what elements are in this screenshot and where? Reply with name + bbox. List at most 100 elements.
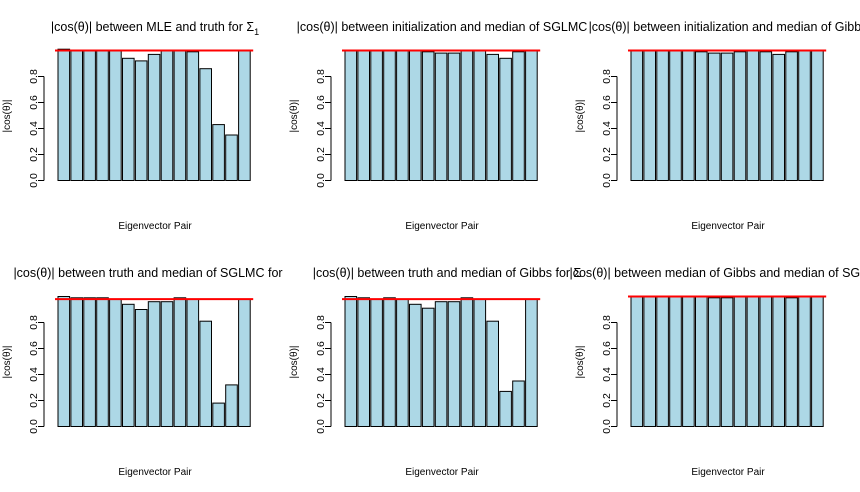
- bar: [785, 51, 798, 181]
- bar: [396, 50, 409, 181]
- bar: [421, 51, 435, 181]
- x-axis-label: Eigenvector Pair: [405, 221, 479, 232]
- y-tick-label: 0.2: [28, 147, 40, 162]
- bar: [409, 50, 422, 181]
- bar: [83, 297, 96, 427]
- y-tick-label: 0.4: [28, 121, 40, 136]
- bar: [669, 296, 682, 427]
- bar: [173, 50, 187, 181]
- bar: [707, 297, 721, 427]
- chart-panel-6: |cos(θ)| between median of Gibbs and med…: [569, 266, 860, 478]
- bar: [525, 298, 538, 427]
- bar: [109, 50, 122, 181]
- bar: [682, 296, 695, 427]
- y-tick-label: 0.6: [28, 95, 40, 110]
- bar: [160, 301, 174, 428]
- chart-panel-1: |cos(θ)| between MLE and truth for Σ1 Ei…: [2, 20, 259, 232]
- bar: [370, 50, 383, 181]
- bar: [798, 50, 811, 181]
- y-axis: 0.0 0.2 0.4 0.6 0.8: [601, 315, 618, 434]
- bar: [421, 307, 435, 428]
- bar: [811, 296, 824, 427]
- bar: [344, 296, 358, 427]
- bar: [70, 50, 84, 181]
- y-axis-label: |cos(θ)|: [575, 100, 586, 133]
- bar: [409, 303, 422, 427]
- y-tick-label: 0.6: [601, 95, 613, 110]
- bar-series: [57, 296, 251, 428]
- bar: [357, 50, 371, 181]
- bar: [212, 402, 225, 428]
- y-axis-label: |cos(θ)|: [289, 346, 300, 379]
- bar: [186, 298, 200, 427]
- bar: [630, 50, 644, 181]
- bar: [460, 297, 474, 427]
- y-tick-label: 0.4: [601, 367, 613, 382]
- bar: [134, 309, 148, 427]
- chart-title: |cos(θ)| between truth and median of SGL…: [13, 266, 282, 280]
- bar: [499, 390, 512, 427]
- bar: [720, 297, 734, 427]
- bar: [370, 298, 383, 427]
- bar: [57, 296, 71, 427]
- bar: [225, 134, 238, 181]
- bar: [225, 384, 238, 427]
- bar: [109, 298, 122, 427]
- bar: [147, 53, 161, 181]
- bar: [160, 50, 174, 181]
- bar: [486, 53, 499, 181]
- bar: [499, 57, 512, 181]
- chart-panel-4: |cos(θ)| between truth and median of SGL…: [2, 266, 283, 478]
- x-axis-label: Eigenvector Pair: [691, 221, 765, 232]
- x-axis-label: Eigenvector Pair: [118, 467, 192, 478]
- chart-panel-3: |cos(θ)| between initialization and medi…: [575, 20, 860, 232]
- x-axis-label: Eigenvector Pair: [691, 467, 765, 478]
- bar: [656, 50, 669, 181]
- y-tick-label: 0.4: [315, 367, 327, 382]
- bar: [746, 296, 760, 427]
- bar: [383, 297, 396, 427]
- bar: [122, 303, 135, 427]
- y-axis: 0.0 0.2 0.4 0.6 0.8: [28, 69, 45, 188]
- y-axis: 0.0 0.2 0.4 0.6 0.8: [315, 69, 332, 188]
- y-tick-label: 0.2: [601, 147, 613, 162]
- bar: [57, 48, 71, 182]
- y-tick-label: 0.6: [28, 341, 40, 356]
- y-tick-label: 0.8: [315, 315, 327, 330]
- bar-series: [630, 50, 824, 181]
- y-tick-label: 0.0: [601, 173, 613, 188]
- y-axis: 0.0 0.2 0.4 0.6 0.8: [315, 315, 332, 434]
- x-axis-label: Eigenvector Pair: [118, 221, 192, 232]
- bar: [746, 50, 760, 181]
- chart-title: |cos(θ)| between median of Gibbs and med…: [569, 266, 860, 280]
- y-tick-label: 0.2: [28, 393, 40, 408]
- bar: [173, 297, 187, 427]
- bar: [473, 298, 487, 427]
- chart-title: |cos(θ)| between initialization and medi…: [297, 20, 588, 34]
- bar: [186, 51, 200, 181]
- bar: [486, 320, 499, 427]
- y-axis-label: |cos(θ)|: [289, 100, 300, 133]
- y-axis-label: |cos(θ)|: [2, 346, 13, 379]
- y-tick-label: 0.0: [315, 419, 327, 434]
- y-tick-label: 0.4: [601, 121, 613, 136]
- y-tick-label: 0.6: [601, 341, 613, 356]
- bar-series: [344, 296, 538, 428]
- bar: [199, 320, 212, 427]
- bar: [238, 298, 251, 427]
- bar: [630, 296, 644, 427]
- bar: [434, 301, 448, 428]
- bar: [212, 124, 225, 181]
- y-tick-label: 0.2: [315, 147, 327, 162]
- bar: [447, 301, 461, 428]
- chart-title: |cos(θ)| between truth and median of Gib…: [313, 266, 582, 280]
- bar-series: [57, 48, 251, 182]
- bar: [357, 297, 371, 427]
- y-tick-label: 0.0: [28, 419, 40, 434]
- bar: [733, 51, 747, 181]
- bar: [525, 50, 538, 181]
- bar: [695, 51, 708, 181]
- y-tick-label: 0.0: [601, 419, 613, 434]
- bar-series: [630, 296, 824, 427]
